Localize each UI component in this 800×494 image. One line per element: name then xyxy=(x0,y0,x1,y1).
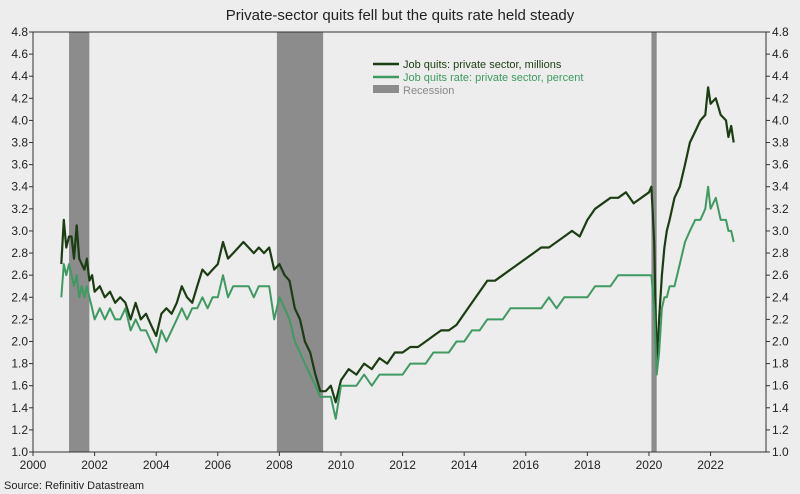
y-tick-label-left: 2.0 xyxy=(11,334,28,348)
legend-label: Job quits rate: private sector, percent xyxy=(403,72,583,84)
y-tick-label-right: 1.2 xyxy=(772,423,789,437)
y-tick-label-right: 3.6 xyxy=(772,158,789,172)
x-tick-label: 2008 xyxy=(266,458,293,472)
x-tick-label: 2006 xyxy=(204,458,231,472)
y-tick-label-left: 2.6 xyxy=(11,268,28,282)
x-tick-label: 2012 xyxy=(389,458,416,472)
recession-band xyxy=(69,32,90,452)
y-tick-label-left: 3.2 xyxy=(11,202,28,216)
y-tick-label-right: 4.2 xyxy=(772,91,789,105)
plot-frame xyxy=(32,31,767,453)
recession-bands xyxy=(69,32,657,452)
y-tick-label-left: 1.8 xyxy=(11,357,28,371)
y-tick-label-left: 3.0 xyxy=(11,224,28,238)
y-tick-label-right: 1.0 xyxy=(772,445,789,459)
x-tick-label: 2022 xyxy=(697,458,724,472)
y-tick-label-right: 2.0 xyxy=(772,334,789,348)
x-tick-label: 2002 xyxy=(81,458,108,472)
y-tick-label-right: 4.6 xyxy=(772,47,789,61)
y-tick-label-right: 2.6 xyxy=(772,268,789,282)
x-tick-label: 2000 xyxy=(20,458,47,472)
y-tick-label-left: 4.2 xyxy=(11,91,28,105)
y-tick-label-right: 4.8 xyxy=(772,25,789,39)
y-tick-label-left: 1.4 xyxy=(11,401,28,415)
y-tick-label-left: 4.6 xyxy=(11,47,28,61)
legend-swatch-recession xyxy=(373,85,399,93)
y-tick-label-left: 1.2 xyxy=(11,423,28,437)
axes: 1.0 1.0 1.2 1.2 1.4 1.4 1.6 1.6 1.8 1.8 2.0 2.0 2.2 2… xyxy=(11,25,789,472)
y-tick-label-right: 1.6 xyxy=(772,379,789,393)
legend-label-recession: Recession xyxy=(403,85,454,97)
y-tick-label-right: 3.8 xyxy=(772,136,789,150)
y-tick-label-left: 1.0 xyxy=(11,445,28,459)
x-tick-label: 2014 xyxy=(451,458,478,472)
series-line-1 xyxy=(60,86,735,404)
y-tick-label-right: 4.0 xyxy=(772,113,789,127)
y-tick-label-left: 4.4 xyxy=(11,69,28,83)
y-tick-label-right: 3.2 xyxy=(772,202,789,216)
chart-title: Private-sector quits fell but the quits … xyxy=(226,7,575,24)
recession-band xyxy=(276,32,324,452)
y-tick-label-right: 3.0 xyxy=(772,224,789,238)
series-lines xyxy=(60,86,735,420)
y-tick-label-right: 2.4 xyxy=(772,290,789,304)
x-tick-label: 2004 xyxy=(143,458,170,472)
y-tick-label-left: 2.4 xyxy=(11,290,28,304)
x-tick-label: 2016 xyxy=(512,458,539,472)
x-tick-label: 2020 xyxy=(636,458,663,472)
x-tick-label: 2010 xyxy=(328,458,355,472)
y-tick-label-right: 2.2 xyxy=(772,312,789,326)
legend-label: Job quits: private sector, millions xyxy=(403,59,562,71)
y-tick-label-right: 4.4 xyxy=(772,69,789,83)
y-tick-label-right: 3.4 xyxy=(772,180,789,194)
series-line-2 xyxy=(60,185,735,420)
y-tick-label-left: 2.8 xyxy=(11,246,28,260)
y-tick-label-right: 1.4 xyxy=(772,401,789,415)
y-tick-label-left: 1.6 xyxy=(11,379,28,393)
y-tick-label-left: 3.4 xyxy=(11,180,28,194)
y-tick-label-left: 3.6 xyxy=(11,158,28,172)
y-tick-label-left: 3.8 xyxy=(11,136,28,150)
x-tick-label: 2018 xyxy=(574,458,601,472)
y-tick-label-left: 2.2 xyxy=(11,312,28,326)
y-tick-label-left: 4.0 xyxy=(11,113,28,127)
y-tick-label-right: 1.8 xyxy=(772,357,789,371)
y-tick-label-left: 4.8 xyxy=(11,25,28,39)
source-note: Source: Refinitiv Datastream xyxy=(4,480,144,492)
y-tick-label-right: 2.8 xyxy=(772,246,789,260)
